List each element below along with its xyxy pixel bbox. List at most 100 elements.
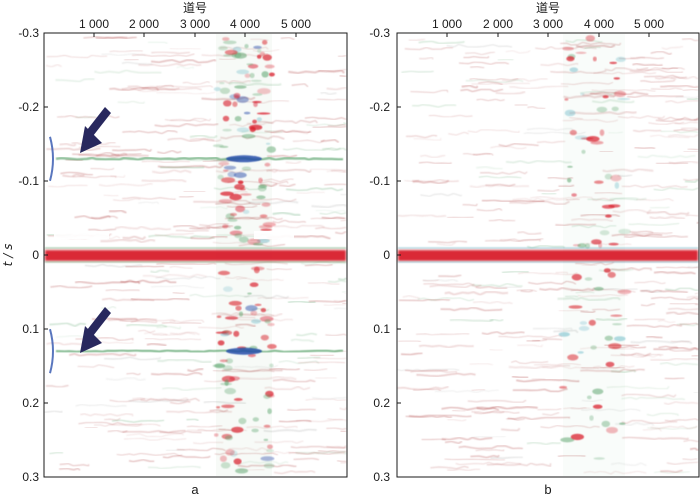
noise-blob xyxy=(266,146,276,153)
reflection-streak xyxy=(203,400,246,405)
reflection-streak xyxy=(246,425,298,429)
reflection-streak xyxy=(501,427,521,432)
reflection-streak xyxy=(74,280,141,285)
reflection-streak xyxy=(72,175,117,179)
reflection-streak xyxy=(420,192,463,197)
reflection-streak xyxy=(189,158,219,162)
reflection-streak xyxy=(326,169,347,173)
reflection-streak xyxy=(541,192,557,195)
noise-blob xyxy=(591,239,602,245)
reflection-streak xyxy=(416,372,476,378)
reflection-streak xyxy=(587,197,638,202)
reflection-streak xyxy=(420,154,446,159)
reflection-streak xyxy=(488,218,516,222)
reflection-streak xyxy=(49,322,86,328)
reflection-streak xyxy=(470,454,500,459)
reflection-streak xyxy=(653,346,699,351)
reflection-streak xyxy=(571,224,617,229)
noise-blob xyxy=(592,56,597,62)
reflection-streak xyxy=(528,280,577,285)
reflection-streak xyxy=(610,462,647,467)
reflection-streak xyxy=(152,333,168,336)
reflection-streak xyxy=(98,183,153,187)
reflection-streak xyxy=(583,470,647,475)
reflection-streak xyxy=(421,438,447,441)
reflection-streak xyxy=(252,49,280,53)
noise-blob xyxy=(259,214,268,218)
central-side-lobe-bottom xyxy=(45,261,346,263)
reflection-streak xyxy=(326,445,347,449)
reflection-streak xyxy=(269,367,300,371)
noise-blob xyxy=(223,286,233,292)
reflection-streak xyxy=(526,441,561,446)
reflection-streak xyxy=(498,143,539,147)
reflection-streak xyxy=(484,238,541,243)
noise-blob xyxy=(612,323,622,326)
noise-blob xyxy=(584,277,593,281)
noise-blob xyxy=(610,314,623,317)
reflection-streak xyxy=(629,69,683,73)
noise-blob xyxy=(260,456,275,461)
reflection-streak xyxy=(84,263,143,268)
reflection-streak xyxy=(581,408,641,412)
reflection-streak xyxy=(254,440,304,444)
reflection-streak xyxy=(654,76,677,80)
reflection-streak xyxy=(166,409,233,414)
reflection-streak xyxy=(417,297,475,302)
reflection-streak xyxy=(146,342,167,347)
reflection-streak xyxy=(261,178,294,183)
reflection-streak xyxy=(566,198,580,201)
noise-blob xyxy=(605,214,612,218)
reflection-streak xyxy=(113,198,141,202)
reflection-streak xyxy=(595,317,628,322)
noise-blob xyxy=(233,458,242,465)
noise-blob xyxy=(569,129,577,136)
reflection-streak xyxy=(649,205,670,210)
reflection-streak xyxy=(141,178,187,183)
panel-b-x-axis-title: 道号 xyxy=(536,1,560,15)
reflection-streak xyxy=(580,310,596,314)
noise-blob xyxy=(267,344,277,349)
noise-blob xyxy=(263,394,271,399)
reflection-streak xyxy=(606,385,670,390)
reflection-streak xyxy=(285,160,302,165)
noise-blob xyxy=(564,109,576,117)
noise-blob xyxy=(234,233,242,239)
reflection-streak xyxy=(449,318,494,323)
noise-blob xyxy=(222,128,232,132)
panel-b-traces xyxy=(396,35,699,475)
noise-blob xyxy=(615,56,626,63)
noise-blob xyxy=(245,305,258,312)
edge-stroke xyxy=(49,136,54,182)
reflection-streak xyxy=(190,235,228,240)
reflection-streak xyxy=(682,88,699,92)
reflection-streak xyxy=(438,273,462,278)
panel-a-y-tick-label: 0.3 xyxy=(22,470,39,484)
reflection-streak xyxy=(322,147,347,152)
reflection-streak xyxy=(172,292,185,294)
reflection-streak xyxy=(235,323,257,328)
reflection-streak xyxy=(617,115,666,119)
reflection-streak xyxy=(649,215,686,220)
reflection-streak xyxy=(661,67,679,70)
noise-blob xyxy=(569,67,579,73)
reflection-streak xyxy=(557,454,586,458)
noise-blob xyxy=(218,161,230,166)
blue-anomaly xyxy=(226,347,262,355)
reflection-streak xyxy=(126,433,184,438)
noise-blob xyxy=(567,354,579,361)
noise-blob xyxy=(238,180,244,184)
noise-blob xyxy=(256,54,262,59)
panel-b-y-tick-label: -0.2 xyxy=(369,100,390,114)
noise-blob xyxy=(564,98,569,101)
noise-blob xyxy=(227,218,238,222)
reflection-streak xyxy=(169,319,205,323)
reflection-streak xyxy=(458,61,509,65)
reflection-streak xyxy=(560,41,622,46)
reflection-streak xyxy=(664,401,699,405)
reflection-streak xyxy=(216,79,252,85)
reflection-streak xyxy=(154,232,194,237)
reflection-streak xyxy=(138,201,160,205)
reflection-streak xyxy=(111,419,165,423)
noise-blob xyxy=(603,268,611,273)
